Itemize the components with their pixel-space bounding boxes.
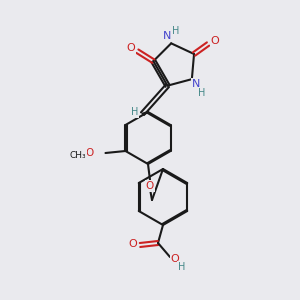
Text: H: H <box>172 26 180 36</box>
Text: H: H <box>131 107 138 117</box>
Text: O: O <box>85 148 94 158</box>
Text: N: N <box>192 79 200 89</box>
Text: O: O <box>171 254 179 264</box>
Text: O: O <box>129 239 137 249</box>
Text: O: O <box>146 181 154 191</box>
Text: O: O <box>211 36 219 46</box>
Text: N: N <box>163 31 171 41</box>
Text: CH₃: CH₃ <box>69 151 86 160</box>
Text: H: H <box>198 88 206 98</box>
Text: H: H <box>178 262 186 272</box>
Text: O: O <box>126 43 135 53</box>
